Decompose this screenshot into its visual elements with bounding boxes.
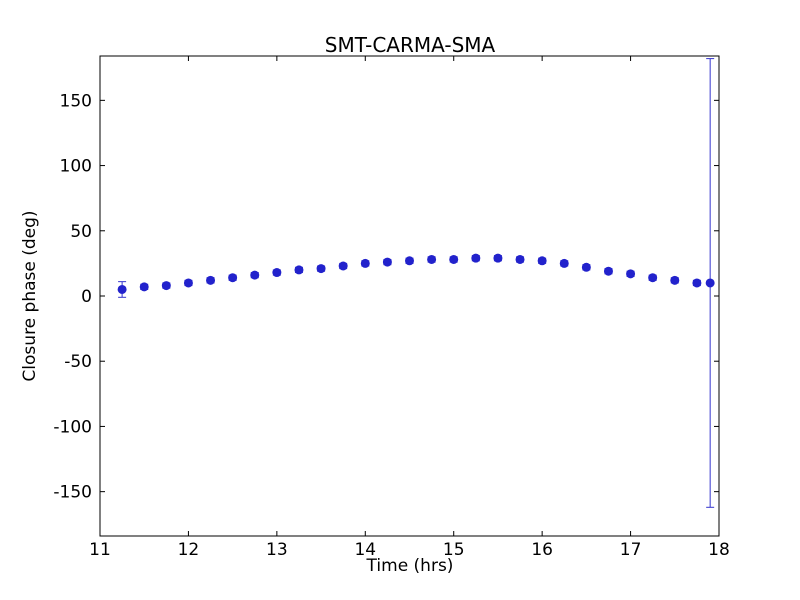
data-point xyxy=(360,258,370,268)
data-point xyxy=(626,269,636,279)
data-point xyxy=(250,270,260,280)
data-point xyxy=(581,262,591,272)
data-point xyxy=(405,256,414,266)
data-point xyxy=(294,265,304,275)
data-point xyxy=(117,284,127,294)
y-tick-label: 50 xyxy=(70,222,92,242)
data-point xyxy=(537,256,547,266)
y-tick-label: -150 xyxy=(53,483,92,503)
x-tick-label: 18 xyxy=(708,540,730,560)
data-point xyxy=(692,278,702,288)
x-tick-label: 11 xyxy=(89,540,111,560)
data-point xyxy=(316,264,326,274)
data-point xyxy=(515,254,525,264)
x-tick-label: 17 xyxy=(620,540,642,560)
y-tick-label: -100 xyxy=(53,417,92,437)
data-point xyxy=(471,253,481,263)
data-point xyxy=(559,258,569,268)
x-tick-label: 15 xyxy=(443,540,465,560)
x-tick-label: 16 xyxy=(531,540,553,560)
data-point xyxy=(161,281,171,291)
data-point xyxy=(382,257,392,267)
data-point xyxy=(183,278,193,288)
y-tick-label: 150 xyxy=(60,91,92,111)
data-point xyxy=(139,282,149,292)
data-point xyxy=(603,266,613,276)
data-point xyxy=(272,268,282,278)
data-point xyxy=(449,254,459,264)
data-point xyxy=(338,261,348,271)
x-axis-label: Time (hrs) xyxy=(366,556,454,576)
data-point xyxy=(705,278,715,288)
data-point xyxy=(206,275,216,285)
y-tick-label: -50 xyxy=(64,352,92,372)
x-tick-label: 13 xyxy=(266,540,288,560)
data-point xyxy=(648,273,658,283)
plot-title: SMT-CARMA-SMA xyxy=(324,33,496,57)
data-point xyxy=(670,275,680,285)
data-point xyxy=(493,253,503,263)
data-point xyxy=(427,254,437,264)
y-tick-label: 0 xyxy=(81,287,92,307)
axes-frame xyxy=(99,55,720,537)
x-tick-label: 12 xyxy=(178,540,200,560)
y-tick-label: 100 xyxy=(60,157,92,177)
data-point xyxy=(228,273,238,283)
data-points xyxy=(117,253,715,294)
x-tick-label: 14 xyxy=(354,540,376,560)
